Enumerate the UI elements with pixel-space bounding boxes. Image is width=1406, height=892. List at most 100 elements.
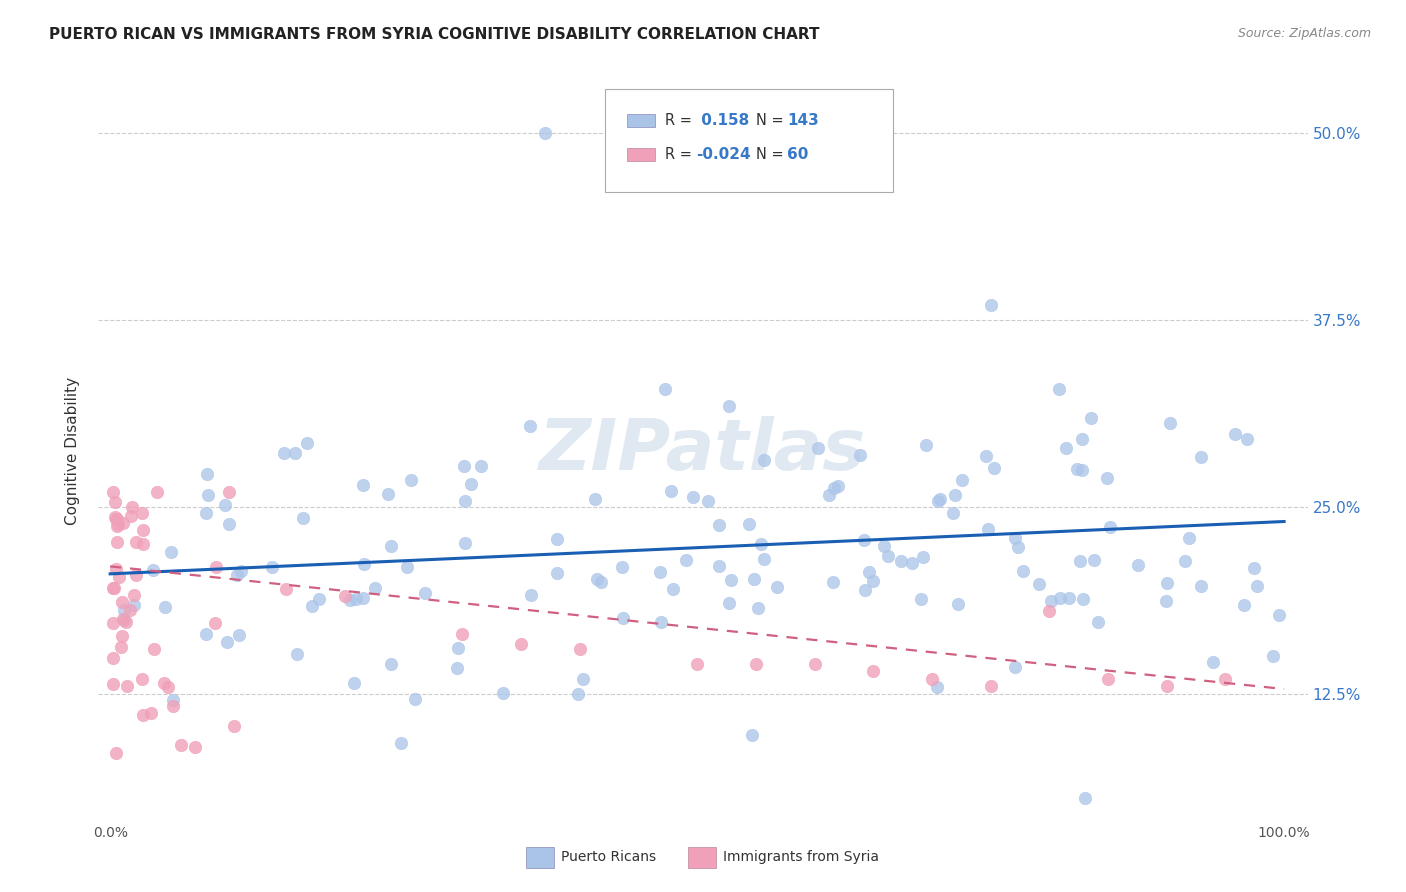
Point [162,698,184,713]
Point [101,615,124,630]
Point [122,588,145,602]
Point [586,572,609,586]
Point [697,493,720,508]
Point [983,461,1005,475]
Point [228,628,250,642]
Point [749,537,772,551]
Point [115,680,138,694]
Point [205,560,228,574]
Point [111,595,134,609]
Point [1040,593,1063,607]
Point [974,449,997,463]
Point [546,533,568,547]
Text: Puerto Ricans: Puerto Ricans [561,850,657,864]
Point [170,738,193,752]
Point [568,641,591,656]
Point [862,664,884,678]
Point [1095,471,1118,485]
Point [222,719,245,733]
Point [1049,591,1071,605]
Point [915,438,938,452]
Point [659,483,682,498]
Point [120,509,142,524]
Point [413,586,436,600]
Point [648,565,671,579]
Point [153,600,176,615]
Point [1097,672,1119,686]
Point [1159,417,1181,431]
Point [709,518,731,533]
Point [610,559,633,574]
Point [1038,604,1060,618]
Point [110,640,132,654]
Point [377,486,399,500]
Point [157,680,180,694]
Point [217,635,239,649]
Point [399,473,422,487]
Text: R =: R = [665,147,696,161]
Point [131,537,153,551]
Point [546,566,568,581]
Point [229,565,252,579]
Point [1054,441,1077,455]
Point [1069,554,1091,568]
Text: PUERTO RICAN VS IMMIGRANTS FROM SYRIA COGNITIVE DISABILITY CORRELATION CHART: PUERTO RICAN VS IMMIGRANTS FROM SYRIA CO… [49,27,820,42]
Point [364,581,387,595]
Point [273,445,295,459]
Point [662,582,685,596]
Point [1073,791,1095,805]
Point [950,474,973,488]
Point [389,735,412,749]
Point [1083,553,1105,567]
Point [589,575,612,590]
Point [877,549,900,563]
Point [823,481,845,495]
Point [453,458,475,473]
Point [720,573,742,587]
Point [738,516,761,531]
Point [105,512,128,526]
Text: 60: 60 [787,147,808,161]
Point [752,453,775,467]
Point [107,516,129,531]
Point [977,522,1000,536]
Point [858,566,880,580]
Point [353,591,375,605]
Point [717,399,740,413]
Point [1047,382,1070,396]
Point [101,484,124,499]
Point [848,449,870,463]
Point [747,601,769,615]
Point [519,419,541,434]
Point [333,589,356,603]
Point [852,533,875,547]
Point [927,680,949,694]
Point [1233,599,1256,613]
Point [927,494,949,508]
Point [1004,531,1026,545]
Point [765,580,787,594]
Point [105,562,128,576]
Point [921,672,943,686]
Point [492,686,515,700]
Point [451,626,474,640]
Point [1156,575,1178,590]
Point [470,459,492,474]
Point [446,661,468,675]
Text: 0.158: 0.158 [696,113,749,128]
Point [745,657,768,671]
Point [142,642,165,657]
Point [105,519,128,533]
Point [105,747,128,761]
Point [295,436,318,450]
Point [139,706,162,721]
Point [1156,679,1178,693]
Point [571,672,593,686]
Point [145,484,167,499]
Text: ZIPatlas: ZIPatlas [540,416,866,485]
Point [752,552,775,566]
Point [276,582,298,596]
Point [910,591,932,606]
Point [1223,426,1246,441]
Text: N =: N = [756,147,789,161]
